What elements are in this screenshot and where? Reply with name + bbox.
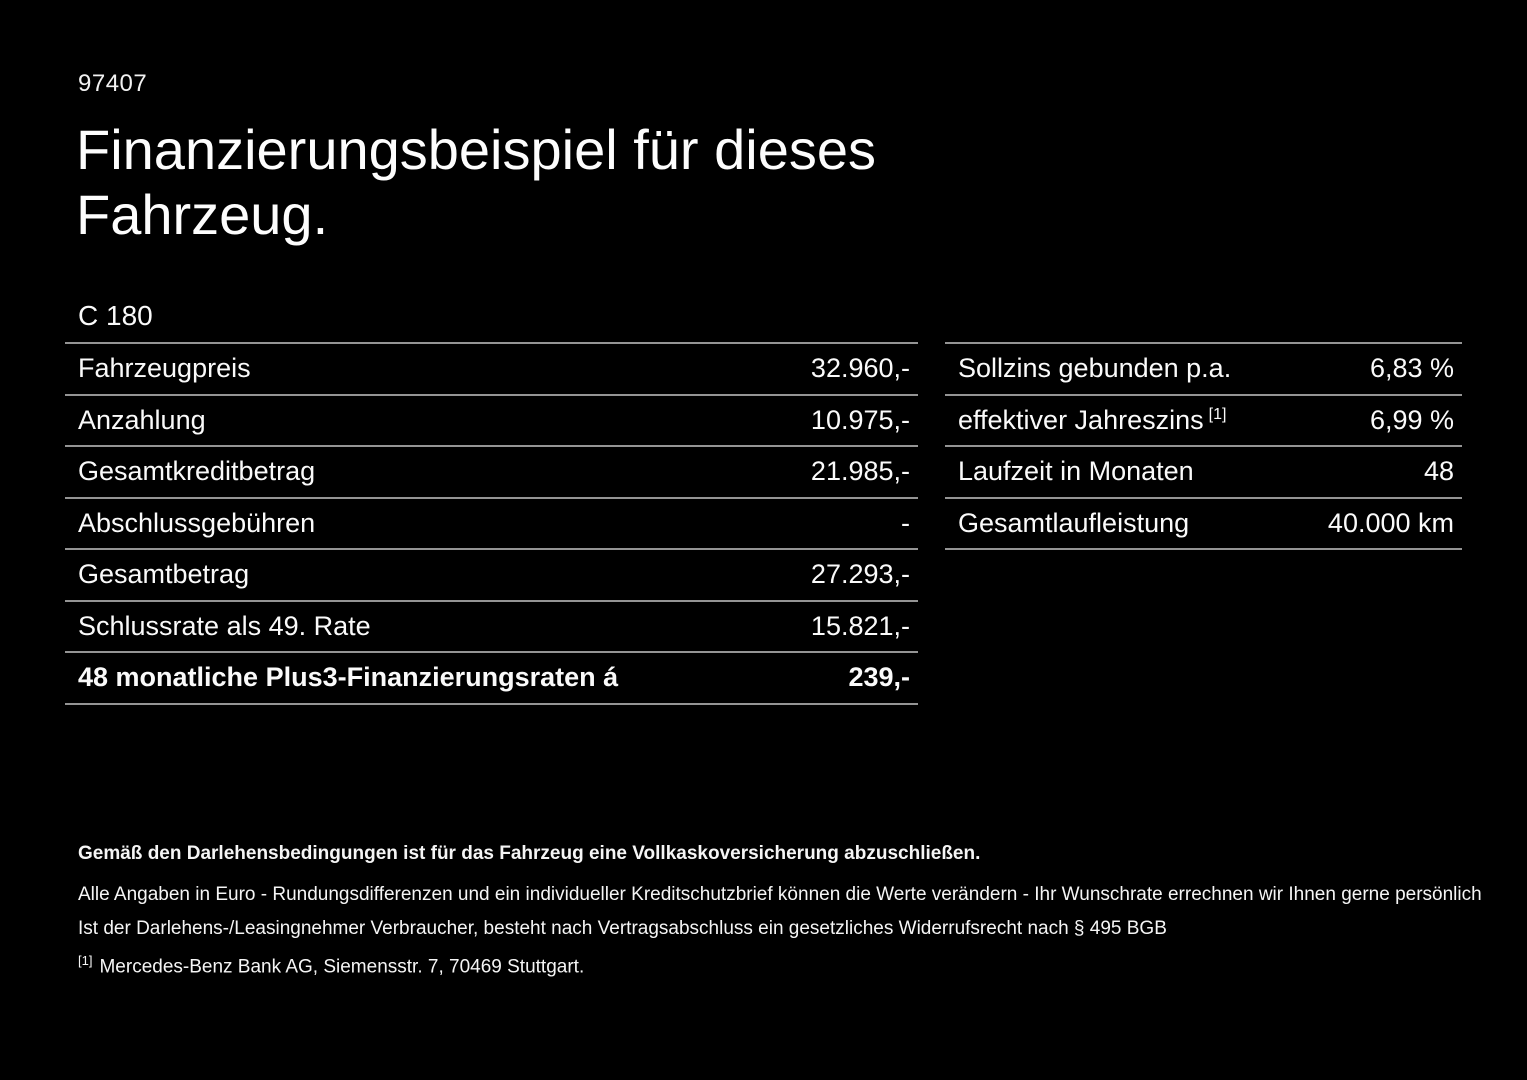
table-row-gesamtkreditbetrag: Gesamtkreditbetrag 21.985,-: [65, 447, 918, 499]
table-row-gesamtlaufleistung: Gesamtlaufleistung 40.000 km: [945, 499, 1462, 550]
row-value: 32.960,-: [810, 353, 910, 384]
row-label: Schlussrate als 49. Rate: [78, 610, 371, 641]
row-label: Gesamtlaufleistung: [958, 507, 1190, 538]
footnote-insurance: Gemäß den Darlehensbedingungen ist für d…: [78, 843, 981, 864]
footnote-ref-text: Mercedes-Benz Bank AG, Siemensstr. 7, 70…: [99, 956, 585, 978]
page-number: 97407: [78, 70, 148, 97]
table-row-monatsrate: 48 monatliche Plus3-Finanzierungsraten á…: [65, 653, 918, 705]
rate-table-right: Sollzins gebunden p.a. 6,83 % effektiver…: [945, 342, 1462, 550]
footnotes: Gemäß den Darlehensbedingungen ist für d…: [78, 843, 1508, 978]
row-label: 48 monatliche Plus3-Finanzierungsraten á: [78, 662, 619, 693]
row-value: 40.000 km: [1327, 507, 1454, 538]
table-row-schlussrate: Schlussrate als 49. Rate 15.821,-: [65, 602, 918, 653]
row-value: 6,99 %: [1369, 404, 1454, 435]
row-value: 6,83 %: [1369, 353, 1454, 384]
footnote-ref-marker: [1]: [1208, 405, 1227, 423]
row-value: 239,-: [848, 662, 910, 693]
row-label: Anzahlung: [78, 404, 206, 435]
row-label: Gesamtbetrag: [78, 559, 250, 590]
financing-table-left: Fahrzeugpreis 32.960,- Anzahlung 10.975,…: [65, 342, 918, 705]
row-value: 21.985,-: [810, 456, 910, 487]
row-label: effektiver Jahreszins [1]: [958, 405, 1226, 436]
footnote-euro-note: Alle Angaben in Euro - Rundungsdifferenz…: [78, 884, 1482, 905]
table-row-sollzins: Sollzins gebunden p.a. 6,83 %: [945, 344, 1462, 396]
footnote-bank-reference: [1] Mercedes-Benz Bank AG, Siemensstr. 7,…: [78, 953, 1508, 978]
footnote-widerrufsrecht: Ist der Darlehens-/Leasingnehmer Verbrau…: [78, 918, 1167, 939]
row-value: -: [901, 507, 910, 538]
table-row-fahrzeugpreis: Fahrzeugpreis 32.960,-: [65, 344, 918, 396]
table-row-anzahlung: Anzahlung 10.975,-: [65, 396, 918, 447]
row-label: Laufzeit in Monaten: [958, 456, 1194, 487]
row-value: 10.975,-: [810, 404, 910, 435]
row-label: Sollzins gebunden p.a.: [958, 353, 1232, 384]
row-value: 48: [1423, 456, 1454, 487]
table-row-abschlussgebuehren: Abschlussgebühren -: [65, 499, 918, 550]
row-value: 27.293,-: [810, 559, 910, 590]
row-value: 15.821,-: [810, 610, 910, 641]
page-title: Finanzierungsbeispiel für dieses Fahrzeu…: [76, 118, 876, 246]
row-label-text: effektiver Jahreszins: [958, 404, 1204, 435]
vehicle-model: C 180: [78, 300, 153, 331]
table-row-gesamtbetrag: Gesamtbetrag 27.293,-: [65, 550, 918, 602]
table-row-laufzeit: Laufzeit in Monaten 48: [945, 447, 1462, 499]
row-label: Abschlussgebühren: [78, 507, 316, 538]
table-row-effektiver-jahreszins: effektiver Jahreszins [1] 6,99 %: [945, 396, 1462, 447]
row-label: Gesamtkreditbetrag: [78, 456, 316, 487]
row-label: Fahrzeugpreis: [78, 353, 251, 384]
footnote-ref-marker: [1]: [78, 953, 93, 968]
